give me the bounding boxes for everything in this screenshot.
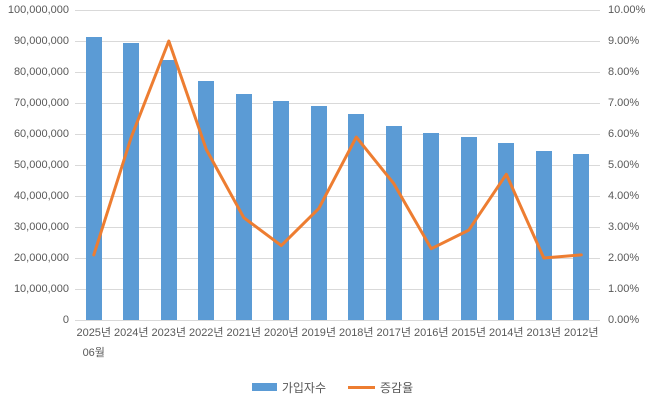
x-axis-line: [75, 319, 600, 321]
growth-rate-line-swatch-icon: [348, 385, 376, 389]
gridline: [75, 133, 600, 135]
x-axis-tick-label: 2022년: [188, 327, 224, 339]
x-axis-tick-label: 2020년: [263, 327, 299, 339]
x-axis-tick-label: 2014년: [488, 327, 524, 339]
legend-growth-rate-label: 증감율: [380, 380, 414, 395]
gridline: [75, 71, 600, 73]
gridline: [75, 257, 600, 259]
subscriber-bar[interactable]: [235, 94, 252, 320]
legend-item-subscribers[interactable]: 가입자수: [251, 379, 327, 396]
gridline: [75, 226, 600, 228]
subscriber-bar[interactable]: [160, 60, 177, 320]
x-axis-tick-label: 2023년: [151, 327, 187, 339]
subscriber-bar[interactable]: [123, 43, 140, 320]
right-axis-tick-label: 7.00%: [608, 97, 640, 109]
x-axis-tick-label: 2021년: [226, 327, 262, 339]
left-axis-tick-label: 0: [62, 314, 69, 326]
subscribers-bar-swatch-icon: [251, 383, 277, 391]
left-axis-tick-label: 100,000,000: [7, 4, 69, 16]
left-axis-tick-label: 10,000,000: [13, 283, 69, 295]
right-axis-tick-label: 0.00%: [608, 314, 640, 326]
left-axis-tick-label: 90,000,000: [13, 35, 69, 47]
subscriber-bar[interactable]: [460, 137, 477, 320]
gridline: [75, 9, 600, 11]
legend-subscribers-label: 가입자수: [281, 380, 327, 395]
subscriber-bar[interactable]: [385, 125, 402, 320]
left-axis-tick-label: 20,000,000: [13, 252, 69, 264]
right-axis-tick-label: 8.00%: [608, 66, 640, 78]
right-axis-tick-label: 9.00%: [608, 35, 640, 47]
left-axis-tick-label: 60,000,000: [13, 128, 69, 140]
x-axis-tick-label: 2012년: [563, 327, 599, 339]
right-axis-tick-label: 4.00%: [608, 190, 640, 202]
gridline: [75, 102, 600, 104]
subscriber-bar[interactable]: [198, 81, 215, 320]
x-axis-tick-label: 2017년: [376, 327, 412, 339]
right-axis-tick-label: 10.00%: [608, 4, 646, 16]
left-axis-tick-label: 70,000,000: [13, 97, 69, 109]
x-axis-tick-label: 2016년: [413, 327, 449, 339]
x-axis-tick-label: 2013년: [526, 327, 562, 339]
subscriber-bar[interactable]: [273, 101, 290, 320]
gridline: [75, 164, 600, 166]
right-axis-tick-label: 5.00%: [608, 159, 640, 171]
gridline: [75, 288, 600, 290]
right-axis-tick-label: 3.00%: [608, 221, 640, 233]
left-axis-tick-label: 30,000,000: [13, 221, 69, 233]
x-axis-tick-label: 2015년: [451, 327, 487, 339]
x-axis-tick-label: 2018년: [338, 327, 374, 339]
left-axis-tick-label: 80,000,000: [13, 66, 69, 78]
subscriber-bar[interactable]: [573, 153, 590, 320]
right-axis-tick-label: 1.00%: [608, 283, 640, 295]
gridline: [75, 195, 600, 197]
right-axis-tick-label: 2.00%: [608, 252, 640, 264]
x-axis-tick-label: 2025년 06월: [76, 327, 112, 359]
legend-item-growth-rate[interactable]: 증감율: [348, 379, 413, 396]
chart-legend: 가입자수 증감율: [0, 376, 665, 398]
subscriber-bar[interactable]: [310, 106, 327, 320]
subscriber-bar[interactable]: [85, 36, 102, 320]
subscriber-bar[interactable]: [535, 150, 552, 320]
gridline: [75, 40, 600, 42]
right-axis-tick-label: 6.00%: [608, 128, 640, 140]
left-axis-tick-label: 50,000,000: [13, 159, 69, 171]
subscriber-bar[interactable]: [348, 114, 365, 320]
x-axis-tick-label: 2019년: [301, 327, 337, 339]
x-axis-tick-label: 2024년: [113, 327, 149, 339]
left-axis-tick-label: 40,000,000: [13, 190, 69, 202]
subscriber-bar[interactable]: [498, 143, 515, 320]
subscriber-bar[interactable]: [423, 132, 440, 320]
